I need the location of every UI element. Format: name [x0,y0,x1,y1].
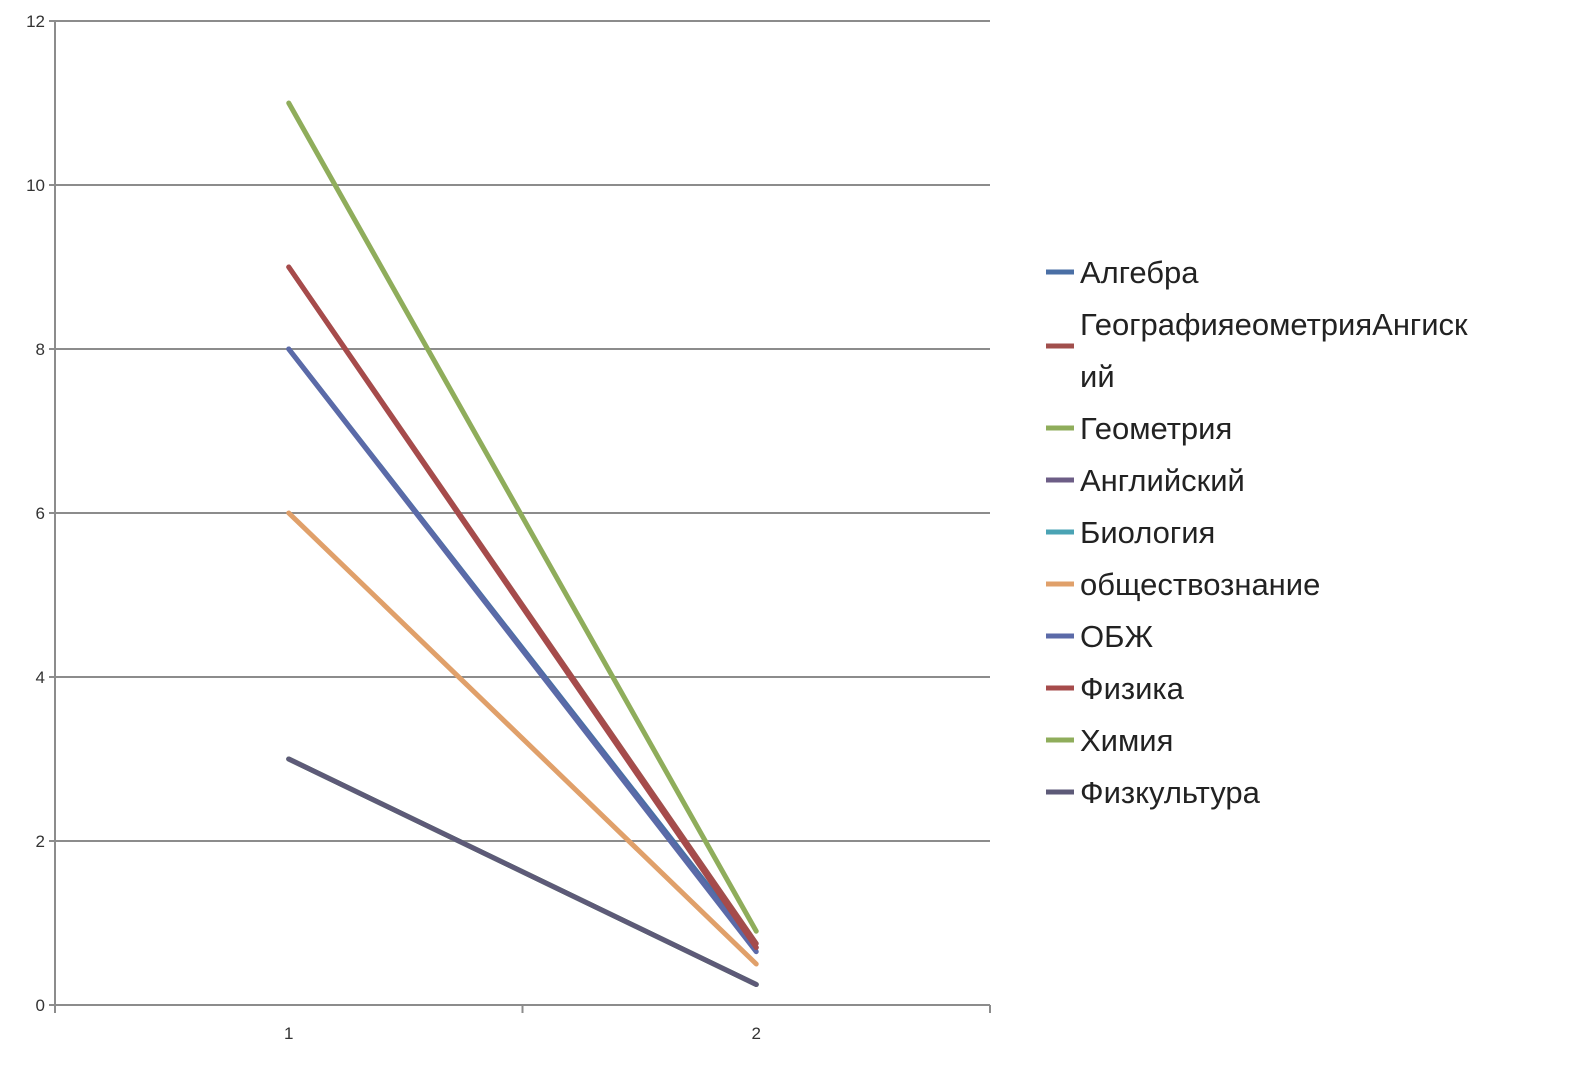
gridlines [55,20,990,842]
legend-label-6: обществознание [1080,567,1320,602]
legend-label-5: Биология [1080,515,1215,550]
legend-label-1: Алгебра [1080,255,1199,290]
x-tick-label: 1 [284,1024,293,1043]
legend-label-2: ГеографияеометрияАнгиск [1080,307,1468,342]
series-line-8 [286,264,759,951]
series-line-7 [286,346,759,955]
y-tick-label: 0 [36,996,45,1015]
legend-label-10: Физкультура [1080,775,1261,810]
y-tick-label: 12 [26,12,45,31]
series-line-6 [286,510,759,967]
y-tick-label: 10 [26,176,45,195]
legend-label-7: ОБЖ [1080,619,1153,654]
legend-label-8: Физика [1080,671,1185,706]
series-lines [286,100,759,987]
y-tick-label: 6 [36,504,45,523]
x-tick-label: 2 [752,1024,761,1043]
y-tick-label: 8 [36,340,45,359]
legend-label-2: ий [1080,359,1115,394]
y-tick-label: 2 [36,832,45,851]
legend: Алгебра ГеографияеометрияАнгиск ий Геометри… [1046,255,1468,810]
series-line-3 [286,100,759,934]
legend-label-3: Геометрия [1080,411,1232,446]
legend-label-4: Английский [1080,463,1245,498]
legend-label-9: Химия [1080,723,1173,758]
series-line-10 [286,756,759,987]
y-tick-label: 4 [36,668,45,687]
